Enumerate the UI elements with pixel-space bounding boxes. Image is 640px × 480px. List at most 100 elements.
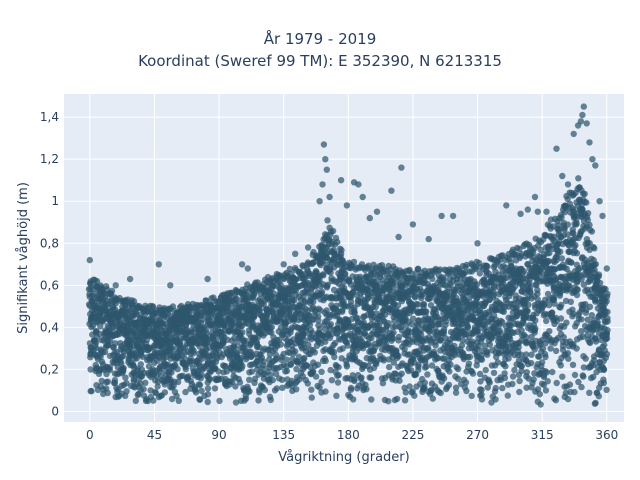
data-point bbox=[501, 370, 508, 377]
data-point bbox=[250, 291, 258, 299]
data-point bbox=[603, 386, 610, 393]
data-point bbox=[206, 376, 213, 383]
data-point bbox=[600, 379, 608, 387]
data-point bbox=[280, 261, 287, 268]
data-point bbox=[97, 323, 104, 330]
data-point bbox=[263, 313, 271, 321]
data-point bbox=[591, 245, 598, 252]
data-point bbox=[318, 378, 325, 386]
data-point bbox=[238, 261, 246, 268]
data-point bbox=[564, 181, 572, 188]
data-point bbox=[292, 276, 300, 283]
data-point bbox=[395, 333, 403, 341]
data-point bbox=[506, 322, 513, 329]
data-point bbox=[322, 156, 329, 163]
data-point bbox=[429, 275, 436, 282]
data-point bbox=[272, 351, 280, 359]
scatter-points bbox=[85, 103, 611, 408]
data-point bbox=[355, 181, 362, 188]
data-point bbox=[215, 368, 222, 375]
data-point bbox=[234, 339, 241, 346]
y-tick-label: 0,2 bbox=[40, 362, 59, 376]
data-point bbox=[277, 341, 285, 348]
data-point bbox=[318, 368, 325, 375]
data-point bbox=[559, 172, 566, 180]
data-point bbox=[204, 398, 211, 406]
data-point bbox=[466, 353, 474, 360]
data-point bbox=[239, 362, 246, 370]
data-point bbox=[528, 359, 535, 367]
data-point bbox=[312, 373, 320, 380]
data-point bbox=[602, 336, 609, 343]
data-point bbox=[248, 368, 256, 375]
data-point bbox=[580, 373, 587, 380]
data-point bbox=[88, 387, 95, 395]
data-point bbox=[175, 397, 182, 404]
data-point bbox=[581, 190, 588, 198]
data-point bbox=[168, 384, 176, 391]
data-point bbox=[232, 399, 240, 406]
data-point bbox=[424, 371, 431, 378]
data-point bbox=[440, 375, 448, 382]
data-point bbox=[101, 348, 109, 356]
data-point bbox=[368, 396, 375, 403]
data-point bbox=[108, 287, 116, 295]
data-point bbox=[287, 361, 294, 368]
data-point bbox=[154, 383, 161, 390]
data-point bbox=[565, 355, 572, 362]
data-point bbox=[322, 388, 329, 395]
data-point bbox=[547, 345, 554, 352]
data-point bbox=[583, 120, 590, 127]
data-point bbox=[603, 265, 610, 272]
data-point bbox=[588, 228, 596, 235]
data-point bbox=[496, 327, 503, 334]
data-point bbox=[520, 268, 528, 275]
data-point bbox=[343, 363, 351, 370]
chart-title-line-1: År 1979 - 2019 bbox=[263, 30, 377, 48]
data-point bbox=[293, 365, 300, 373]
data-point bbox=[331, 353, 338, 361]
data-point bbox=[432, 342, 439, 349]
data-point bbox=[571, 388, 578, 396]
data-point bbox=[198, 371, 205, 378]
data-point bbox=[564, 350, 572, 357]
data-point bbox=[465, 360, 473, 367]
data-point bbox=[304, 380, 311, 387]
data-point bbox=[388, 335, 396, 342]
data-point bbox=[168, 395, 176, 403]
data-point bbox=[199, 316, 206, 323]
data-point bbox=[204, 275, 211, 283]
data-point bbox=[187, 360, 194, 367]
data-point bbox=[315, 313, 322, 320]
data-point bbox=[596, 198, 603, 205]
data-point bbox=[267, 396, 274, 404]
data-point bbox=[256, 295, 263, 303]
data-point bbox=[316, 198, 323, 205]
data-point bbox=[388, 187, 395, 194]
data-point bbox=[232, 295, 240, 302]
data-point bbox=[140, 385, 147, 393]
data-point bbox=[334, 379, 342, 386]
data-point bbox=[144, 327, 151, 334]
data-point bbox=[542, 353, 549, 361]
data-point bbox=[492, 396, 499, 403]
data-point bbox=[594, 319, 601, 326]
x-tick-label: 0 bbox=[86, 428, 94, 442]
data-point bbox=[267, 371, 274, 378]
data-point bbox=[366, 214, 373, 222]
data-point bbox=[401, 397, 409, 404]
data-point bbox=[189, 365, 196, 372]
data-point bbox=[515, 343, 522, 351]
data-point bbox=[463, 387, 470, 395]
data-point bbox=[462, 379, 470, 386]
data-point bbox=[334, 238, 341, 246]
data-point bbox=[511, 366, 518, 374]
data-point bbox=[583, 199, 590, 206]
data-point bbox=[546, 328, 553, 335]
data-point bbox=[586, 303, 594, 310]
data-point bbox=[577, 118, 585, 125]
data-point bbox=[272, 356, 279, 363]
data-point bbox=[523, 308, 531, 315]
data-point bbox=[573, 291, 581, 299]
